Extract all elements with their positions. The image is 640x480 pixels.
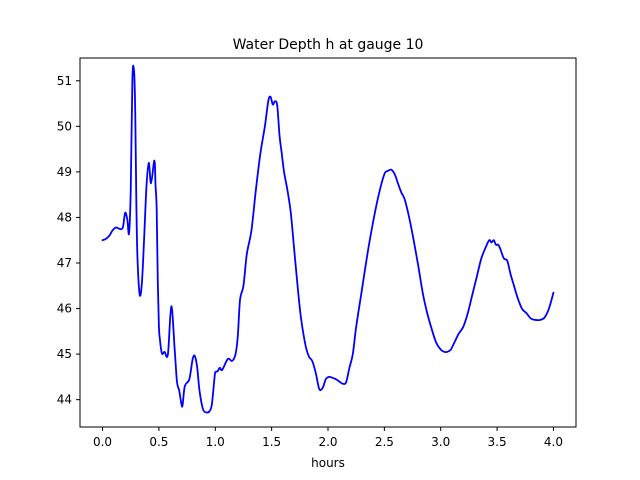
- x-tick-label: 1.0: [206, 435, 225, 449]
- y-tick-label: 46: [57, 302, 72, 316]
- x-tick-label: 3.0: [431, 435, 450, 449]
- y-tick-label: 49: [57, 165, 72, 179]
- x-tick-label: 1.5: [262, 435, 281, 449]
- x-tick-label: 2.5: [375, 435, 394, 449]
- y-tick-label: 48: [57, 210, 72, 224]
- x-tick-label: 4.0: [544, 435, 563, 449]
- x-axis: 0.0 0.5 1.0 1.5 2.0 2.5 3.0 3.5 4.0: [93, 427, 563, 449]
- y-axis: 44 45 46 47 48 49 50 51: [57, 74, 80, 407]
- chart-title: Water Depth h at gauge 10: [233, 37, 424, 53]
- x-axis-label: hours: [311, 456, 345, 470]
- y-tick-label: 45: [57, 347, 72, 361]
- x-tick-label: 0.0: [93, 435, 112, 449]
- x-tick-label: 3.5: [488, 435, 507, 449]
- series-line: [101, 64, 555, 414]
- y-tick-label: 50: [57, 119, 72, 133]
- y-tick-label: 47: [57, 256, 72, 270]
- x-tick-label: 0.5: [149, 435, 168, 449]
- y-tick-label: 44: [57, 393, 72, 407]
- x-tick-label: 2.0: [318, 435, 337, 449]
- y-tick-label: 51: [57, 74, 72, 88]
